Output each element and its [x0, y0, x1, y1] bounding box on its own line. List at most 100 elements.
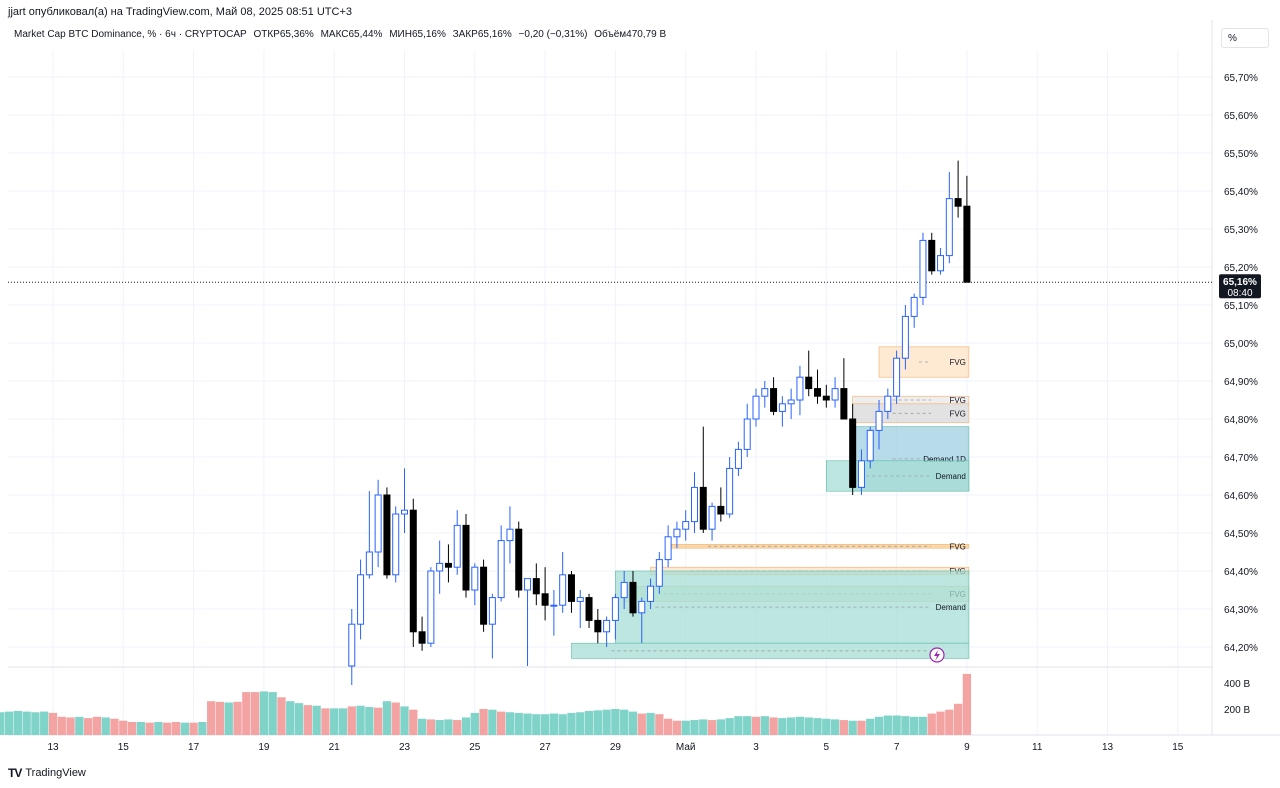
candle-body [453, 524, 461, 568]
percent-scale-button[interactable]: % [1221, 28, 1269, 48]
ohlc-high: МАКС65,44% [320, 29, 383, 40]
candle-body [787, 399, 795, 405]
volume-bar [497, 711, 506, 735]
y-tick-label: 65,20% [1224, 263, 1258, 274]
volume-bar [822, 718, 831, 735]
volume-bar [927, 713, 936, 735]
zone-label: Demand [936, 603, 966, 612]
candle-body [928, 239, 936, 272]
candle-body [708, 505, 716, 530]
volume-bar [13, 710, 22, 735]
x-tick-label: 29 [610, 742, 622, 753]
y-tick-label: 64,30% [1224, 605, 1258, 616]
volume-tick-label: 400 B [1224, 679, 1250, 690]
x-tick-label: 3 [753, 742, 759, 753]
chart-legend: Market Cap BTC Dominance, % · 6ч · CRYPT… [14, 29, 670, 40]
volume-bar [523, 713, 532, 735]
volume-bar [707, 720, 717, 735]
x-tick-label: 17 [188, 742, 200, 753]
candle-body [365, 551, 373, 576]
volume-bar [690, 720, 699, 735]
volume-bar [461, 717, 471, 735]
ohlc-low: МИН65,16% [389, 29, 446, 40]
volume-bar [268, 692, 277, 735]
candle-body [409, 509, 417, 633]
ohlc-volume: Объём470,79 B [594, 29, 667, 40]
volume-bar [953, 703, 963, 735]
x-tick-label: 7 [894, 742, 900, 753]
lightning-icon [934, 650, 940, 661]
volume-bar [145, 722, 154, 735]
x-tick-label: 5 [824, 742, 830, 753]
volume-bar [901, 716, 910, 735]
volume-bar [672, 720, 682, 735]
candle-body [524, 578, 532, 591]
volume-bar [435, 720, 444, 735]
candle-body [418, 631, 426, 644]
y-tick-label: 64,80% [1224, 415, 1258, 426]
volume-bar [488, 709, 497, 735]
volume-bar [602, 709, 611, 735]
candle-body [471, 566, 479, 591]
candle-body [462, 524, 470, 591]
volume-bar [57, 716, 66, 735]
candle-body [541, 593, 549, 606]
volume-bar [505, 712, 515, 735]
volume-bar [453, 720, 462, 735]
candle-body [743, 418, 751, 450]
volume-bar [312, 705, 321, 735]
candle-body [629, 581, 637, 614]
volume-bar [699, 719, 708, 735]
candle-body [884, 395, 892, 412]
ohlc-open: ОТКР65,36% [253, 29, 314, 40]
y-tick-label: 65,70% [1224, 73, 1258, 84]
candle-body [383, 494, 391, 576]
volume-bar [760, 716, 769, 735]
volume-bar [479, 709, 488, 735]
candle-body [374, 494, 382, 553]
candle-body [611, 597, 619, 621]
volume-bar [321, 708, 330, 735]
price-chart[interactable]: 65,70% 65,60% 65,50% 65,40% 65,30% 65,20% 65,1… [0, 0, 1280, 760]
candle-body [875, 410, 883, 431]
volume-bar [593, 710, 602, 735]
volume-bar [540, 714, 550, 735]
tradingview-logo-icon: TV [8, 766, 22, 780]
y-tick-label: 64,90% [1224, 377, 1258, 388]
volume-bar [84, 718, 93, 735]
volume-bar [189, 722, 198, 735]
volume-bar [918, 716, 928, 735]
volume-bar [365, 707, 374, 735]
volume-bar [620, 709, 629, 735]
candle-body [488, 597, 496, 625]
candle-body [796, 376, 804, 401]
volume-bar [163, 722, 172, 735]
candle-body [357, 574, 365, 625]
volume-bar [110, 718, 119, 735]
candle-body [857, 460, 865, 488]
volume-bar [751, 716, 761, 735]
candle-body [945, 198, 953, 257]
volume-bar [945, 709, 954, 735]
candle-body [576, 597, 584, 602]
candle-body [963, 205, 971, 283]
volume-bar [207, 701, 216, 735]
ohlc-close: ЗАКР65,16% [452, 29, 512, 40]
candle-body [840, 388, 848, 420]
last-price-label: 65,16% [1223, 277, 1257, 288]
candle-body [726, 467, 734, 515]
volume-bar [242, 692, 251, 735]
volume-bar [734, 716, 743, 735]
volume-bar [848, 720, 857, 735]
volume-bar [804, 717, 813, 735]
volume-bar [127, 722, 137, 735]
volume-bar [4, 711, 14, 735]
y-tick-label: 65,40% [1224, 187, 1258, 198]
volume-bar [171, 722, 181, 735]
volume-bar [119, 720, 128, 735]
volume-bar [40, 711, 49, 735]
volume-bar [637, 713, 646, 735]
volume-bar [857, 720, 866, 735]
symbol-title[interactable]: Market Cap BTC Dominance, % · 6ч · CRYPT… [14, 29, 247, 40]
x-tick-label: 23 [399, 742, 411, 753]
